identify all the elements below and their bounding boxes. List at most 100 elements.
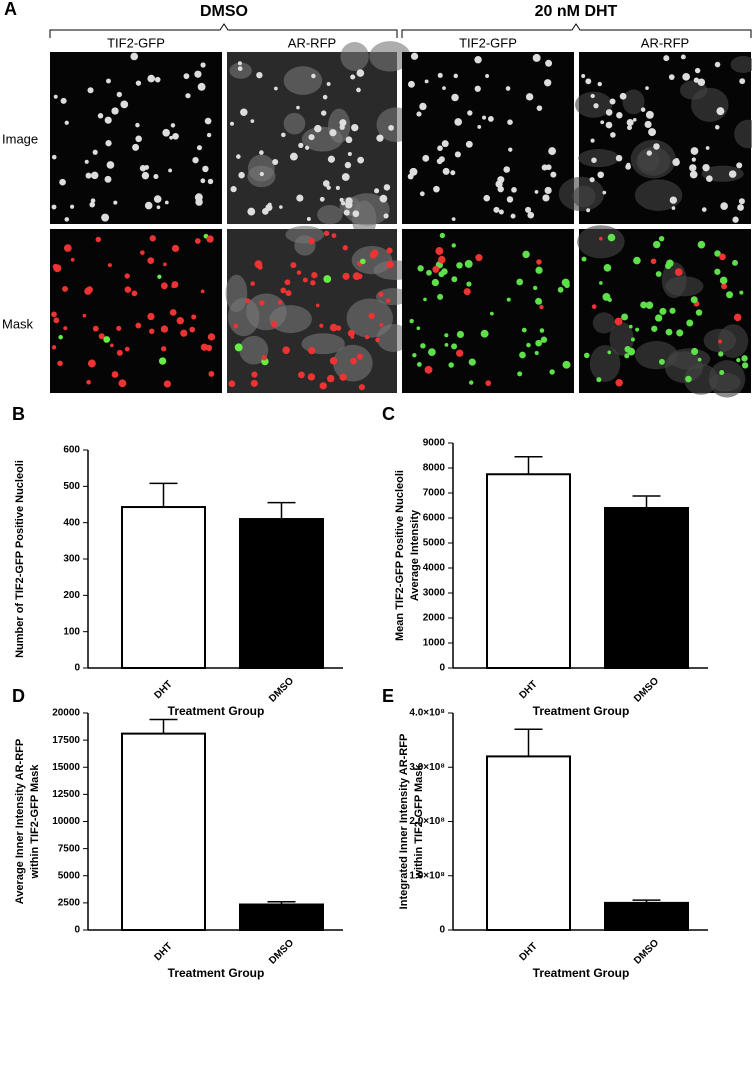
nucleolus (191, 314, 197, 320)
micrograph (50, 229, 222, 393)
nucleolus (169, 309, 177, 316)
nucleolus (714, 250, 721, 257)
nucleolus (680, 54, 686, 60)
nucleolus (424, 79, 429, 84)
nucleolus (70, 204, 75, 209)
nucleolus (98, 333, 105, 340)
nucleolus (510, 213, 516, 219)
nucleolus (456, 349, 464, 357)
nucleolus (456, 262, 463, 269)
nucleolus (302, 277, 308, 283)
nucleolus (53, 317, 60, 324)
y-tick-label: 6000 (423, 513, 446, 524)
nucleolus (374, 188, 380, 194)
nucleolus (536, 105, 543, 111)
nucleolus (233, 323, 239, 329)
nucleolus (335, 185, 340, 190)
y-tick-label: 17500 (52, 735, 80, 746)
nucleolus (132, 143, 140, 151)
nucleolus (668, 74, 675, 80)
nucleolus (378, 291, 384, 297)
nucleolus (653, 143, 660, 150)
nucleolus (342, 245, 348, 251)
nucleolus (365, 335, 370, 340)
nucleolus (417, 265, 424, 272)
cytoplasm (375, 288, 410, 306)
nucleolus (261, 355, 267, 361)
cytoplasm (225, 274, 248, 313)
y-tick-label: 0 (439, 925, 445, 936)
nucleolus (356, 87, 361, 93)
cytoplasm (376, 323, 410, 352)
nucleolus (59, 178, 66, 186)
nucleolus (247, 207, 256, 216)
nucleolus (495, 180, 503, 188)
y-tick-label: 500 (63, 481, 80, 492)
nucleolus (308, 134, 315, 141)
nucleolus (156, 205, 161, 210)
nucleolus (135, 122, 140, 128)
nucleolus (516, 278, 524, 286)
nucleolus (101, 213, 110, 222)
nucleolus (508, 147, 513, 152)
nucleolus (84, 159, 89, 164)
nucleolus (689, 164, 697, 172)
nucleolus (63, 244, 72, 252)
nucleolus (339, 197, 344, 202)
nucleolus (326, 374, 335, 383)
nucleolus (124, 346, 130, 352)
panel-label: B (12, 404, 25, 424)
nucleolus (347, 329, 355, 337)
nucleolus (410, 52, 419, 60)
nucleolus (448, 362, 454, 368)
nucleolus (534, 190, 539, 194)
x-tick-label: DMSO (267, 675, 296, 704)
nucleolus (548, 147, 557, 156)
nucleolus (307, 373, 316, 381)
nucleolus (465, 140, 473, 148)
nucleolus (721, 283, 728, 290)
nucleolus (624, 353, 630, 359)
nucleolus (651, 325, 658, 332)
nucleolus (379, 194, 388, 203)
channel-label: AR-RFP (288, 35, 336, 50)
nucleolus (345, 201, 353, 209)
nucleolus (640, 301, 648, 309)
nucleolus (487, 116, 494, 122)
nucleolus (535, 339, 542, 347)
nucleolus (665, 328, 673, 336)
nucleolus (206, 235, 214, 243)
nucleolus (259, 300, 265, 306)
nucleolus (591, 304, 597, 309)
nucleolus (153, 173, 159, 180)
nucleolus (350, 357, 357, 365)
nucleolus (53, 94, 58, 99)
nucleolus (489, 311, 494, 316)
nucleolus (351, 123, 359, 132)
y-tick-label: 600 (63, 445, 80, 456)
nucleolus (714, 61, 721, 68)
nucleolus (433, 185, 440, 193)
nucleolus (131, 290, 138, 297)
x-tick-label: DMSO (267, 937, 296, 966)
nucleolus (726, 291, 734, 299)
nucleolus (532, 285, 538, 291)
nucleolus (172, 132, 179, 140)
nucleolus (160, 282, 168, 290)
nucleolus (319, 196, 325, 202)
y-tick-label: 5000 (58, 870, 81, 881)
nucleolus (485, 380, 492, 387)
nucleolus (250, 119, 255, 124)
nucleolus (666, 259, 674, 268)
nucleolus (343, 209, 350, 216)
nucleolus (326, 81, 331, 86)
nucleolus (296, 194, 304, 202)
nucleolus (422, 154, 430, 162)
nucleolus (339, 119, 347, 127)
row-label: Mask (2, 316, 34, 331)
nucleolus (350, 335, 355, 339)
channel-label: AR-RFP (641, 35, 689, 50)
micrograph (402, 52, 574, 224)
nucleolus (545, 59, 553, 67)
nucleolus (383, 213, 389, 219)
